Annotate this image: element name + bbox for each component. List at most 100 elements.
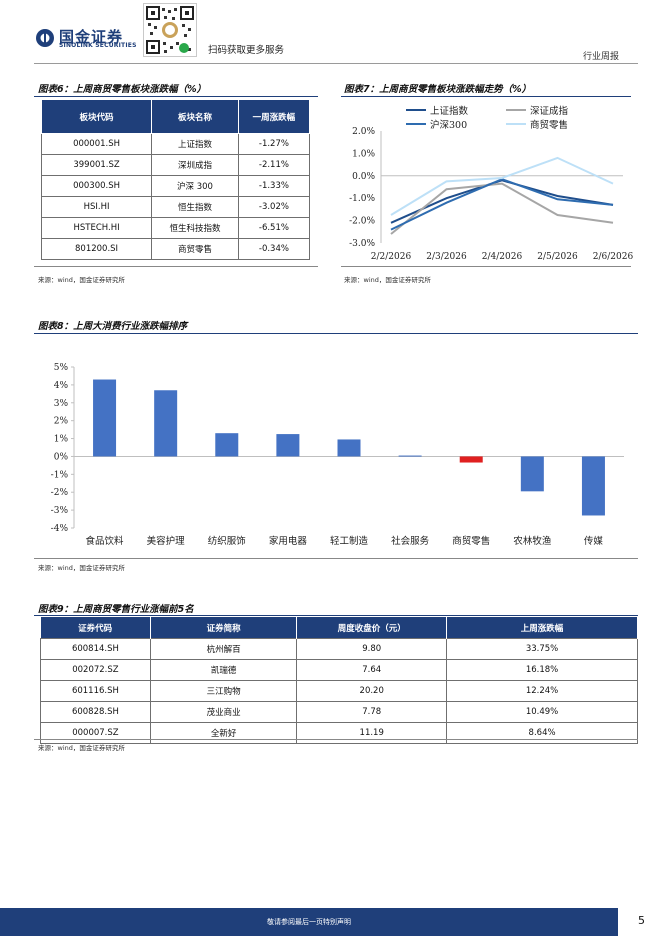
table-cell: 沪深 300: [151, 175, 239, 197]
x-tick-label: 纺织服饰: [208, 535, 246, 547]
table-cell: 全新好: [149, 722, 298, 744]
y-tick-label: 0.0%: [352, 172, 375, 182]
table-cell: 三江购物: [149, 680, 298, 702]
col-header-stock-name: 证券简称: [150, 617, 298, 639]
x-tick-label: 家用电器: [269, 535, 308, 547]
sector-change-table: 板块代码 板块名称 一周涨跌幅 000001.SH 上证指数 -1.27% 39900…: [40, 99, 311, 260]
table-cell: 杭州解百: [149, 638, 298, 660]
scan-for-more-services-text: 扫码获取更多服务: [208, 45, 285, 56]
qr-code-icon[interactable]: [143, 3, 197, 57]
series-line: [390, 182, 614, 235]
y-tick-label: -2%: [51, 488, 69, 498]
table-cell: 9.80: [296, 638, 448, 660]
fig8-title-rule: [34, 333, 638, 334]
table-cell: -3.02%: [237, 196, 311, 218]
bar-7: [520, 456, 544, 492]
table-cell: HSI.HI: [40, 196, 153, 218]
x-tick-label: 传媒: [584, 535, 604, 547]
x-tick-label: 农林牧渔: [513, 535, 552, 547]
table-cell: 601116.SH: [40, 680, 151, 702]
legend-label: 深证成指: [530, 105, 569, 117]
table-cell: 600828.SH: [40, 701, 151, 723]
x-tick-label: 2/5/2026: [537, 252, 578, 262]
header-divider: [34, 63, 638, 64]
table-cell: 000007.SZ: [40, 722, 151, 744]
table-cell: 恒生指数: [151, 196, 239, 218]
series-line: [390, 178, 614, 231]
table-cell: 002072.SZ: [40, 659, 151, 681]
legend-label: 上证指数: [430, 105, 469, 117]
fig6-source: 来源：wind，国金证券研究所: [38, 276, 125, 284]
fig6-title-rule: [34, 96, 318, 97]
y-tick-label: 2%: [54, 417, 69, 427]
fig7-title: 图表7：上周商贸零售板块涨跌幅走势（%）: [344, 84, 532, 95]
x-tick-label: 社会服务: [391, 535, 430, 547]
table-cell: 11.19: [296, 722, 448, 744]
table-row: 600828.SH 茂业商业 7.78 10.49%: [40, 701, 638, 723]
bar-6: [459, 456, 483, 463]
x-tick-label: 2/3/2026: [426, 252, 467, 262]
footer-bar: [0, 908, 618, 936]
table-row: 601116.SH 三江购物 20.20 12.24%: [40, 680, 638, 702]
table-row: HSTECH.HI 恒生科技指数 -6.51%: [40, 217, 311, 239]
logo-text: 国金证券: [59, 28, 124, 46]
table-cell: 12.24%: [446, 680, 638, 702]
y-tick-label: 1%: [54, 435, 69, 445]
table-cell: HSTECH.HI: [40, 217, 153, 239]
y-tick-label: -2.0%: [349, 217, 375, 227]
y-tick-label: -4%: [51, 524, 69, 534]
col-header-code: 板块代码: [40, 99, 153, 134]
table-row: 000007.SZ 全新好 11.19 8.64%: [40, 722, 638, 744]
y-tick-label: -3%: [51, 506, 69, 516]
series-line: [390, 179, 614, 224]
x-tick-label: 2/2/2026: [371, 252, 412, 262]
bar-1: [154, 390, 178, 457]
y-tick-label: 5%: [54, 363, 69, 373]
legend-label: 沪深300: [430, 119, 467, 131]
table-cell: 恒生科技指数: [151, 217, 239, 239]
legend-label: 商贸零售: [530, 119, 568, 131]
table-cell: 399001.SZ: [40, 154, 153, 176]
top-gainers-table: 证券代码 证券简称 周度收盘价（元） 上周涨跌幅 600814.SH 杭州解百 9.…: [40, 617, 638, 744]
fig9-title: 图表9：上周商贸零售行业涨幅前5名: [38, 604, 194, 615]
fig8-source-rule: [34, 558, 638, 559]
bar-5: [398, 455, 422, 457]
bar-4: [337, 439, 361, 457]
col-header-weekly-change: 一周涨跌幅: [237, 99, 311, 134]
table-cell: 000300.SH: [40, 175, 153, 197]
col-header-stock-code: 证券代码: [40, 617, 151, 639]
table-cell: 16.18%: [446, 659, 638, 681]
y-tick-label: -1%: [51, 470, 69, 480]
bar-3: [276, 434, 300, 457]
y-tick-label: 3%: [54, 399, 69, 409]
y-tick-label: 2.0%: [352, 127, 375, 137]
series-line: [390, 156, 614, 216]
y-tick-label: -3.0%: [349, 239, 375, 249]
sector-trend-line-chart: 2.0% 1.0% 0.0% -1.0% -2.0% -3.0% 2/2/2026 2/3/2…: [349, 105, 633, 262]
fig8-title: 图表8：上周大消费行业涨跌幅排序: [38, 321, 188, 332]
table-cell: 801200.SI: [40, 238, 153, 260]
table-cell: -2.11%: [237, 154, 311, 176]
y-tick-label: -1.0%: [349, 194, 375, 204]
y-tick-label: 1.0%: [352, 149, 375, 159]
x-tick-label: 2/4/2026: [482, 252, 523, 262]
table-cell: 凯瑞德: [149, 659, 298, 681]
x-tick-label: 商贸零售: [452, 535, 490, 547]
sinolink-logo-icon: [36, 29, 54, 47]
table-cell: 茂业商业: [149, 701, 298, 723]
fig9-source-rule: [34, 739, 638, 740]
table-cell: 商贸零售: [151, 238, 239, 260]
table-row: 000300.SH 沪深 300 -1.33%: [40, 175, 311, 197]
table-cell: 600814.SH: [40, 638, 151, 660]
table-cell: 7.64: [296, 659, 448, 681]
table-cell: 33.75%: [446, 638, 638, 660]
y-tick-label: 0%: [54, 452, 69, 462]
fig7-source-rule: [341, 266, 631, 267]
col-header-close-price: 周度收盘价（元）: [296, 617, 448, 639]
consumer-sector-bar-chart: 5% 4% 3% 2% 1% 0% -1% -2% -3% -4% 食品饮料 美容护理 纺织服饰 家用电器…: [51, 363, 624, 547]
table-row: 000001.SH 上证指数 -1.27%: [40, 133, 311, 155]
col-header-name: 板块名称: [151, 99, 239, 134]
fig6-title: 图表6：上周商贸零售板块涨跌幅（%）: [38, 84, 207, 95]
table-cell: -6.51%: [237, 217, 311, 239]
footer-disclaimer: 敬请参阅最后一页特别声明: [267, 918, 351, 926]
